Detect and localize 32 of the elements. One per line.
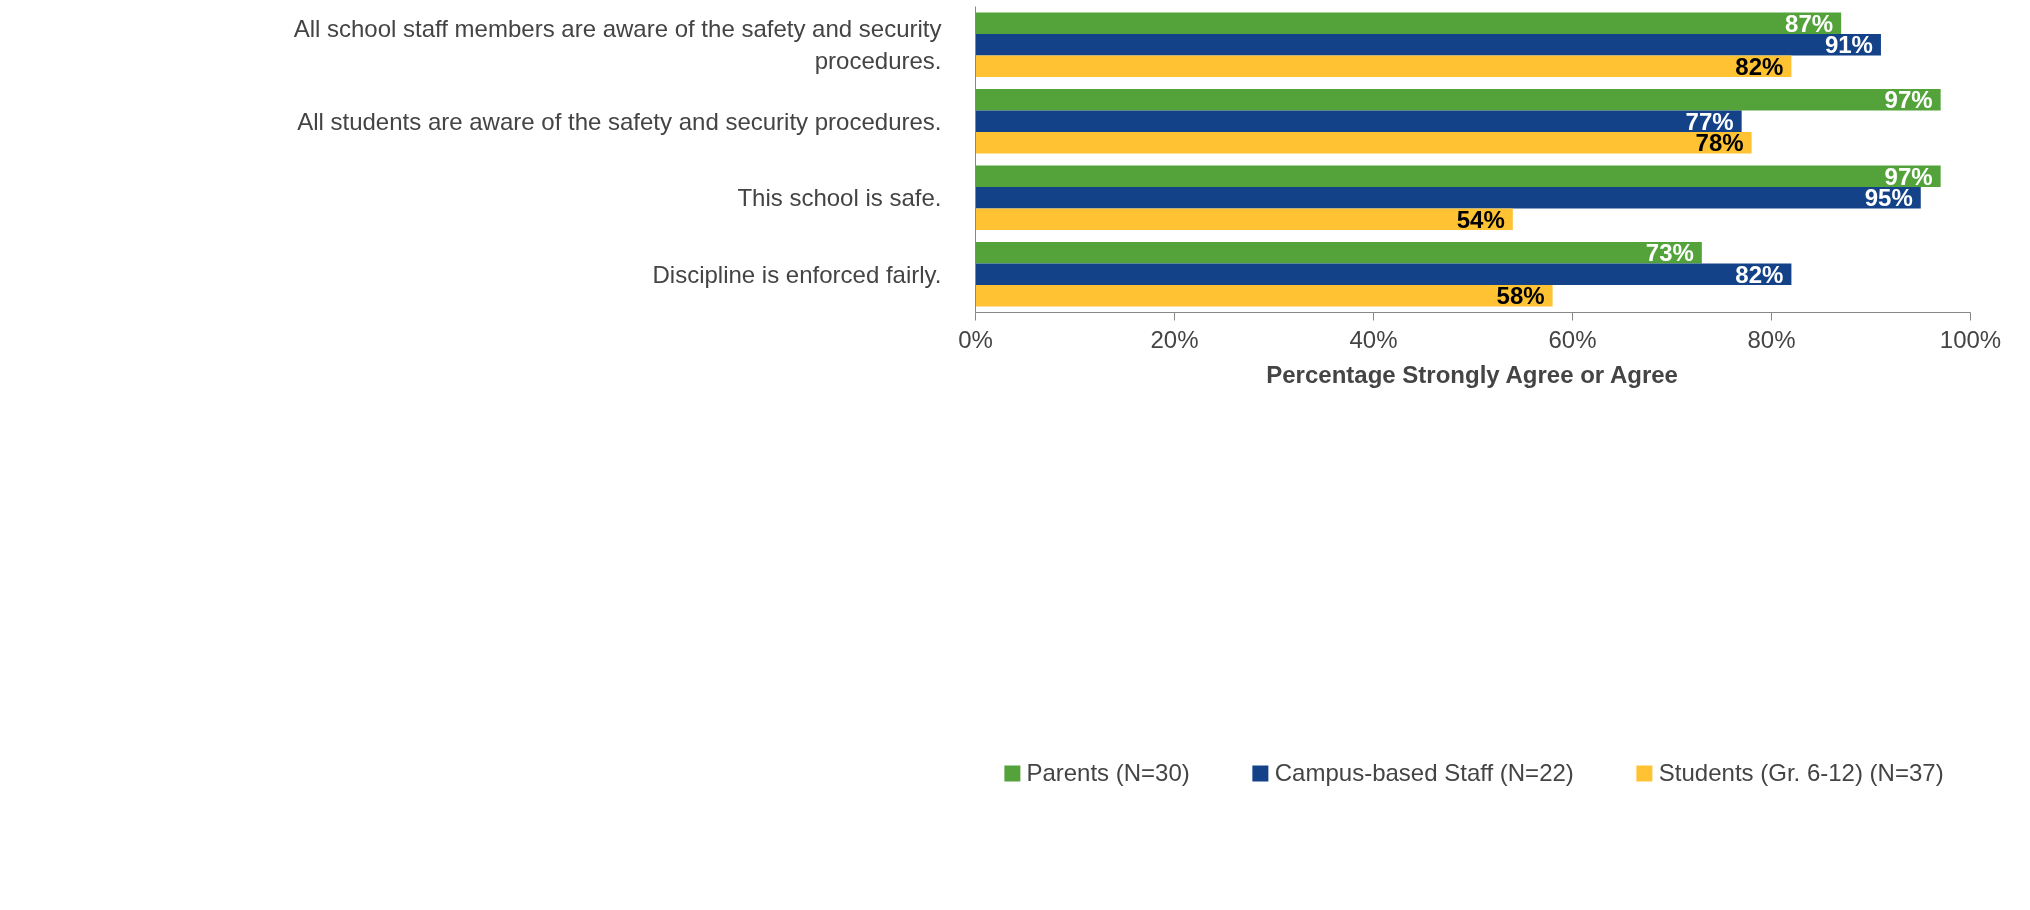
bar xyxy=(975,131,1752,154)
y-tick-label: All school staff members are aware of the safety and security procedures. xyxy=(293,15,942,75)
bar xyxy=(975,55,1792,77)
legend-label: Campus-based Staff (N=22) xyxy=(1274,759,1574,787)
x-tick-label: 100% xyxy=(1939,325,2002,353)
bar xyxy=(975,187,1921,209)
x-tick-label: 60% xyxy=(1548,325,1597,353)
legend-label: Parents (N=30) xyxy=(1026,759,1190,787)
x-tick-label: 20% xyxy=(1150,325,1199,353)
legend-label: Students (Gr. 6-12) (N=37) xyxy=(1658,759,1944,787)
text: 58% xyxy=(1496,282,1545,310)
x-axis-title: Percentage Strongly Agree or Agree xyxy=(1266,360,1678,388)
x-tick-label: 40% xyxy=(1349,325,1398,353)
bar xyxy=(975,263,1792,285)
bar xyxy=(975,242,1702,264)
y-tick-label: Discipline is enforced fairly. xyxy=(652,260,942,288)
x-tick-label: 80% xyxy=(1747,325,1796,353)
x-tick-label: 0% xyxy=(958,325,993,353)
y-tick-label: All students are aware of the safety and security procedures. xyxy=(297,107,942,135)
bar xyxy=(975,12,1842,35)
bar xyxy=(975,284,1553,307)
text: 73% xyxy=(1645,239,1694,267)
y-tick-label: This school is safe. xyxy=(737,184,942,212)
bar xyxy=(975,110,1742,132)
text: 54% xyxy=(1456,205,1505,233)
text: 97% xyxy=(1884,86,1933,114)
bar xyxy=(975,89,1941,111)
bar xyxy=(975,208,1513,230)
bar xyxy=(975,34,1881,56)
bar xyxy=(975,165,1941,188)
text: 82% xyxy=(1735,52,1784,80)
text: 82% xyxy=(1735,260,1784,288)
